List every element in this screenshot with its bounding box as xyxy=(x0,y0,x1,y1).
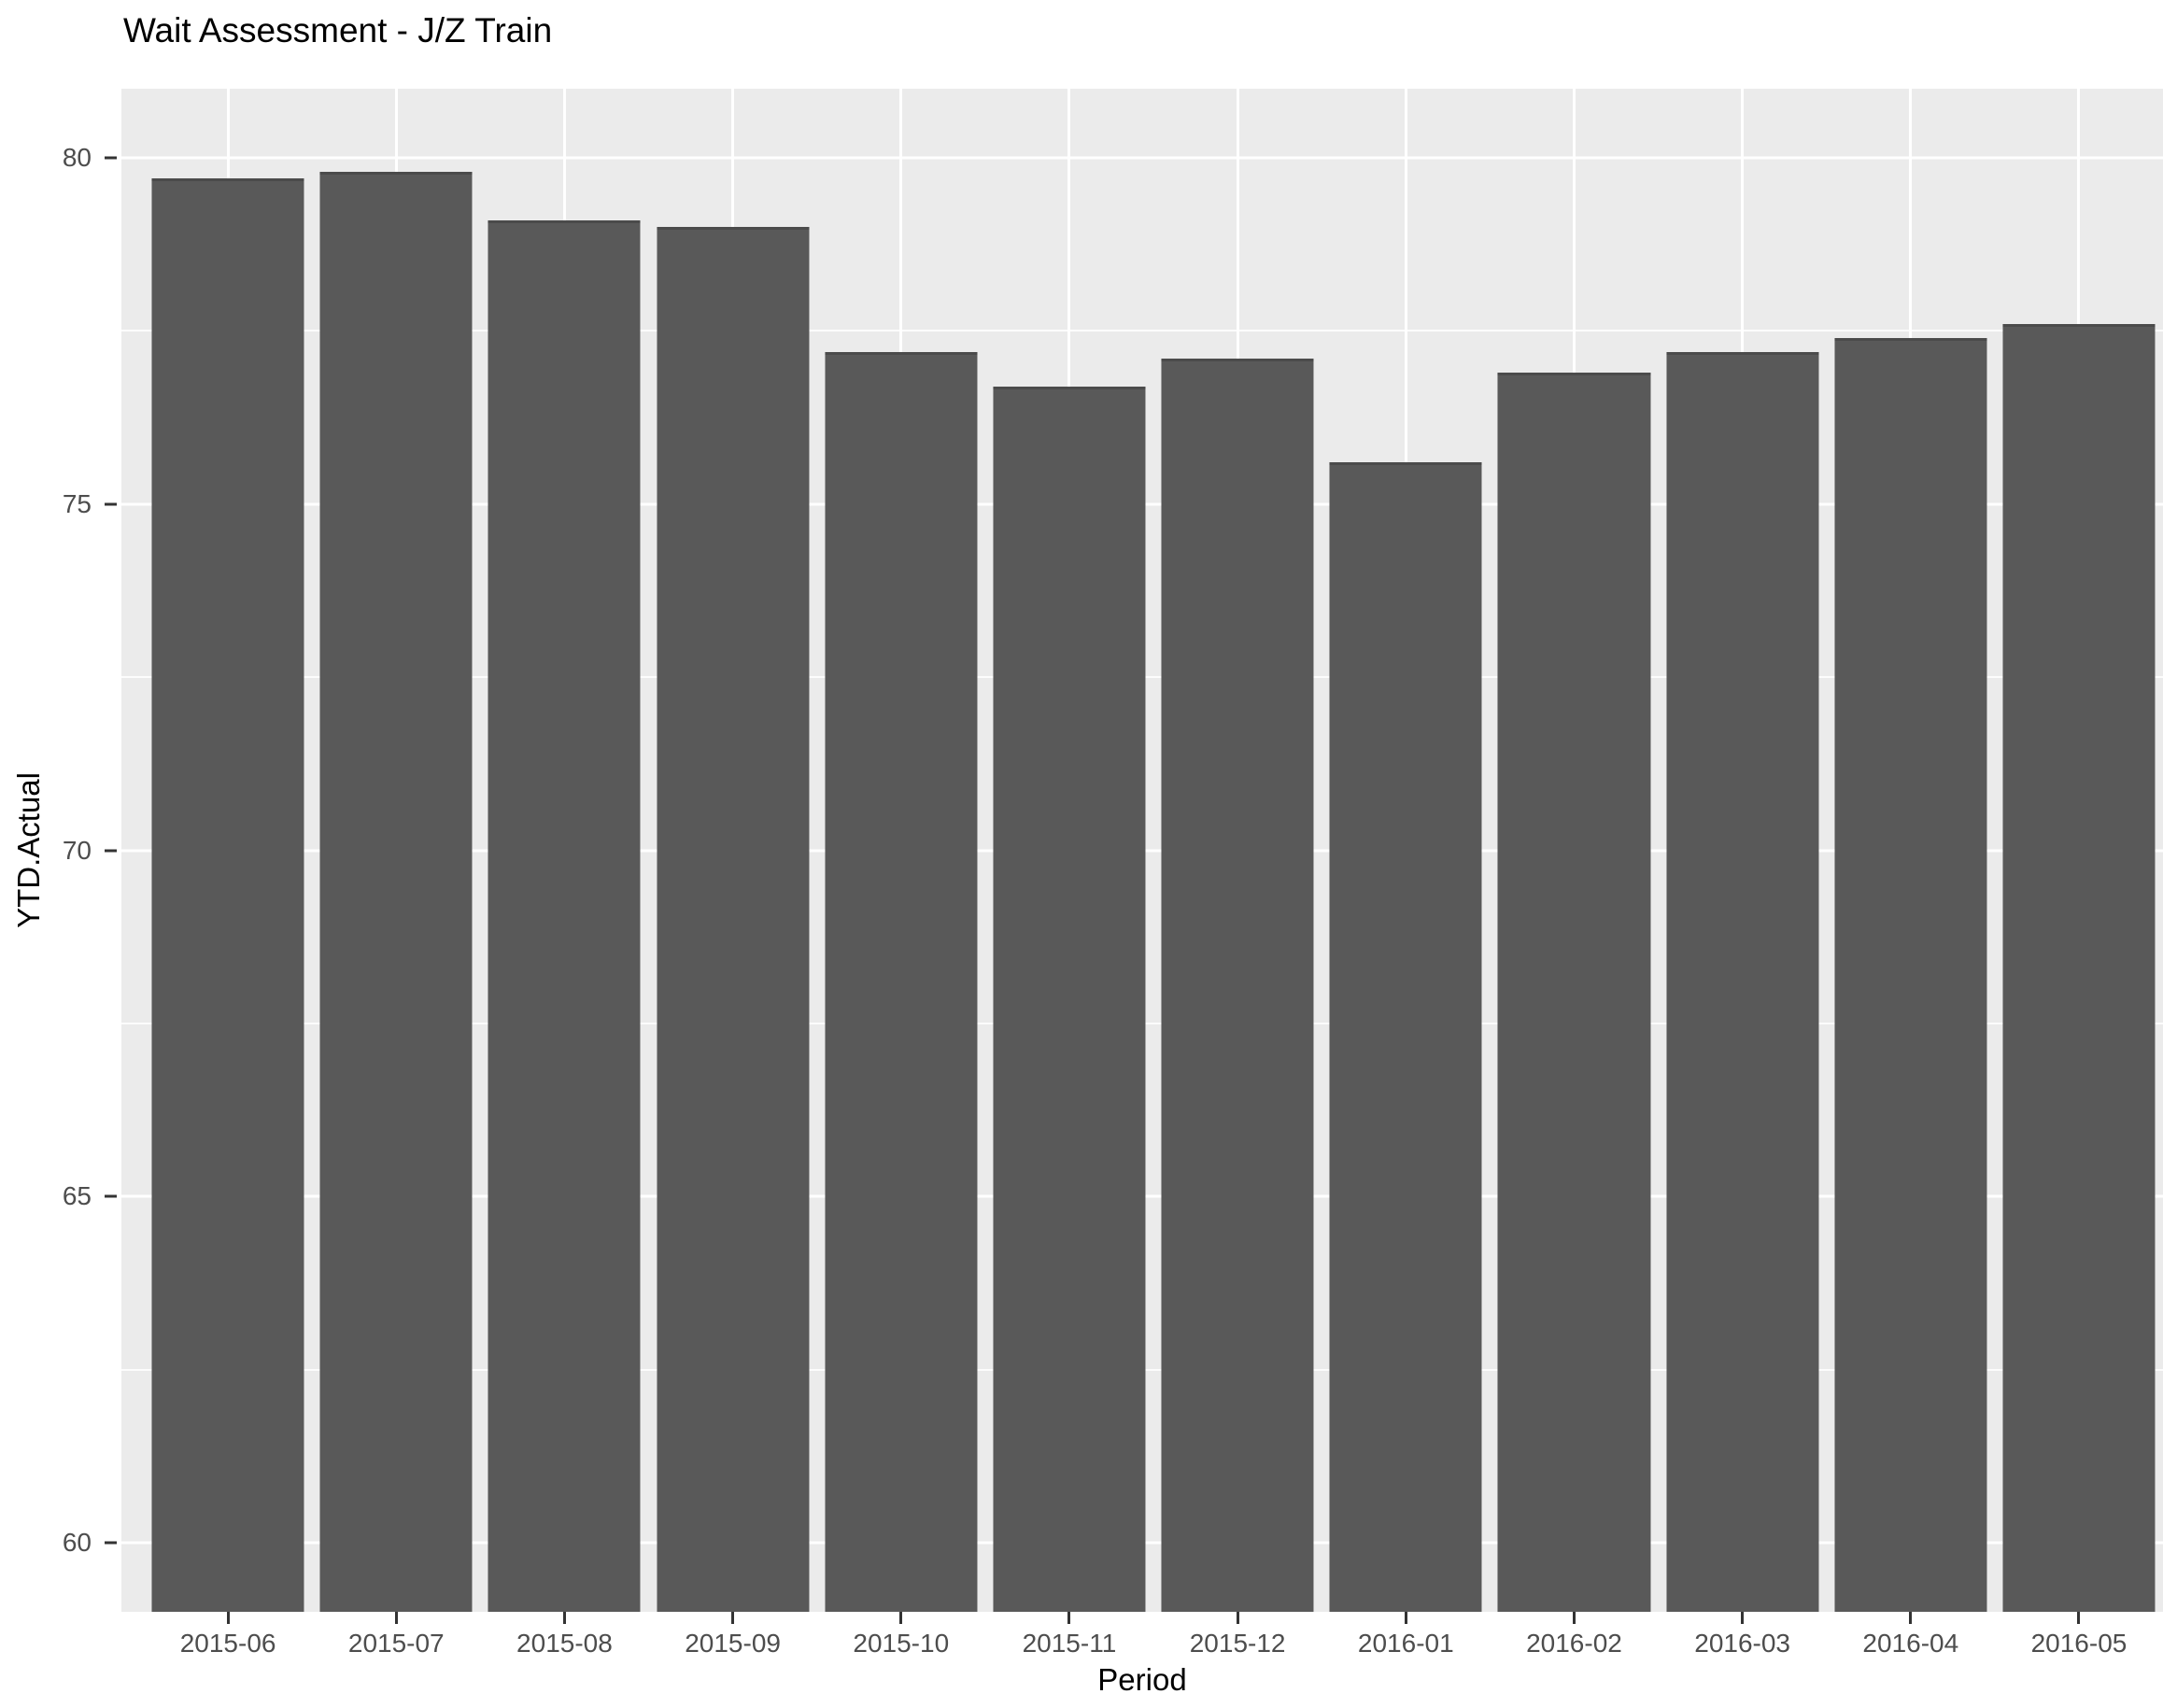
major-gridline xyxy=(121,156,2163,160)
x-tick-mark xyxy=(1236,1612,1239,1624)
bar-slot-2015-11 xyxy=(985,89,1153,1612)
y-tick-mark xyxy=(105,1194,117,1198)
x-tick-label-2015-11: 2015-11 xyxy=(1022,1629,1117,1658)
x-tick-label-2016-01: 2016-01 xyxy=(1357,1629,1454,1658)
bar-2015-09 xyxy=(657,227,810,1612)
x-tick-label-2015-06: 2015-06 xyxy=(179,1629,276,1658)
x-axis-tick-marks xyxy=(144,1612,2163,1624)
bar-slot-2016-03 xyxy=(1659,89,1827,1612)
x-tick-mark xyxy=(2077,1612,2081,1624)
x-tick-slot xyxy=(817,1612,985,1624)
bar-slot-2015-06 xyxy=(144,89,312,1612)
bar-2015-07 xyxy=(319,171,473,1612)
x-tick-slot xyxy=(144,1612,312,1624)
x-tick-slot xyxy=(1490,1612,1658,1624)
x-tick-slot xyxy=(312,1612,480,1624)
bar-2016-05 xyxy=(2002,324,2156,1612)
x-tick-mark xyxy=(1741,1612,1745,1624)
bar-slot-2015-09 xyxy=(649,89,817,1612)
x-tick-label-2015-10: 2015-10 xyxy=(853,1629,950,1658)
bar-2015-06 xyxy=(151,178,304,1612)
y-tick-label: 75 xyxy=(62,488,92,518)
y-tick-label: 70 xyxy=(62,835,92,865)
bar-slot-2015-12 xyxy=(1153,89,1322,1612)
chart-title: Wait Assessment - J/Z Train xyxy=(123,11,553,49)
bar-2016-02 xyxy=(1497,372,1650,1612)
bar-slot-2015-07 xyxy=(312,89,480,1612)
x-tick-slot xyxy=(985,1612,1153,1624)
bar-2015-10 xyxy=(825,351,978,1612)
bar-slot-2015-08 xyxy=(480,89,648,1612)
bars-row xyxy=(121,89,2163,1612)
bar-slot-2015-10 xyxy=(817,89,985,1612)
x-tick-mark xyxy=(1572,1612,1576,1624)
x-tick-slot xyxy=(1995,1612,2163,1624)
y-tick-label: 80 xyxy=(62,143,92,173)
plot-panel xyxy=(121,89,2163,1612)
x-tick-label-2015-09: 2015-09 xyxy=(685,1629,781,1658)
x-tick-label-2015-07: 2015-07 xyxy=(347,1629,445,1658)
y-axis-ticks: 60 65 70 75 80 xyxy=(0,89,121,1612)
y-tick-mark xyxy=(105,849,117,852)
x-tick-label-2016-02: 2016-02 xyxy=(1526,1629,1622,1658)
x-axis-tick-labels: 2015-06 2015-07 2015-08 2015-09 2015-10 2015-… xyxy=(144,1629,2163,1660)
x-tick-slot xyxy=(649,1612,817,1624)
bar-2015-11 xyxy=(993,386,1146,1612)
x-tick-label-2015-08: 2015-08 xyxy=(516,1629,613,1658)
x-tick-mark xyxy=(226,1612,230,1624)
x-tick-label-2015-12: 2015-12 xyxy=(1189,1629,1286,1658)
bar-slot-2016-04 xyxy=(1827,89,1995,1612)
bar-slot-2016-02 xyxy=(1490,89,1658,1612)
x-tick-mark xyxy=(731,1612,735,1624)
y-tick-mark xyxy=(105,156,117,160)
x-tick-label-2016-03: 2016-03 xyxy=(1694,1629,1791,1658)
bar-slot-2016-01 xyxy=(1322,89,1490,1612)
x-tick-mark xyxy=(1404,1612,1407,1624)
x-tick-mark xyxy=(562,1612,566,1624)
bar-2015-08 xyxy=(488,219,641,1612)
bar-2015-12 xyxy=(1161,359,1314,1612)
x-tick-slot xyxy=(1153,1612,1322,1624)
y-tick-mark xyxy=(105,502,117,506)
y-tick-mark xyxy=(105,1541,117,1545)
bar-2016-04 xyxy=(1834,337,1987,1612)
x-tick-mark xyxy=(899,1612,903,1624)
y-tick-label: 65 xyxy=(62,1181,92,1211)
x-tick-mark xyxy=(1067,1612,1071,1624)
y-tick-label: 60 xyxy=(62,1527,92,1557)
x-tick-label-2016-04: 2016-04 xyxy=(1862,1629,1959,1658)
x-tick-mark xyxy=(394,1612,398,1624)
x-tick-slot xyxy=(1827,1612,1995,1624)
x-tick-slot xyxy=(1659,1612,1827,1624)
bar-2016-01 xyxy=(1329,462,1482,1612)
bar-slot-2016-05 xyxy=(1995,89,2163,1612)
minor-gridline xyxy=(121,330,2163,332)
x-axis-title: Period xyxy=(1097,1662,1187,1697)
x-tick-mark xyxy=(1909,1612,1913,1624)
x-tick-slot xyxy=(1322,1612,1490,1624)
x-tick-slot xyxy=(480,1612,648,1624)
bar-2016-03 xyxy=(1666,351,1819,1612)
x-tick-label-2016-05: 2016-05 xyxy=(2030,1629,2128,1658)
